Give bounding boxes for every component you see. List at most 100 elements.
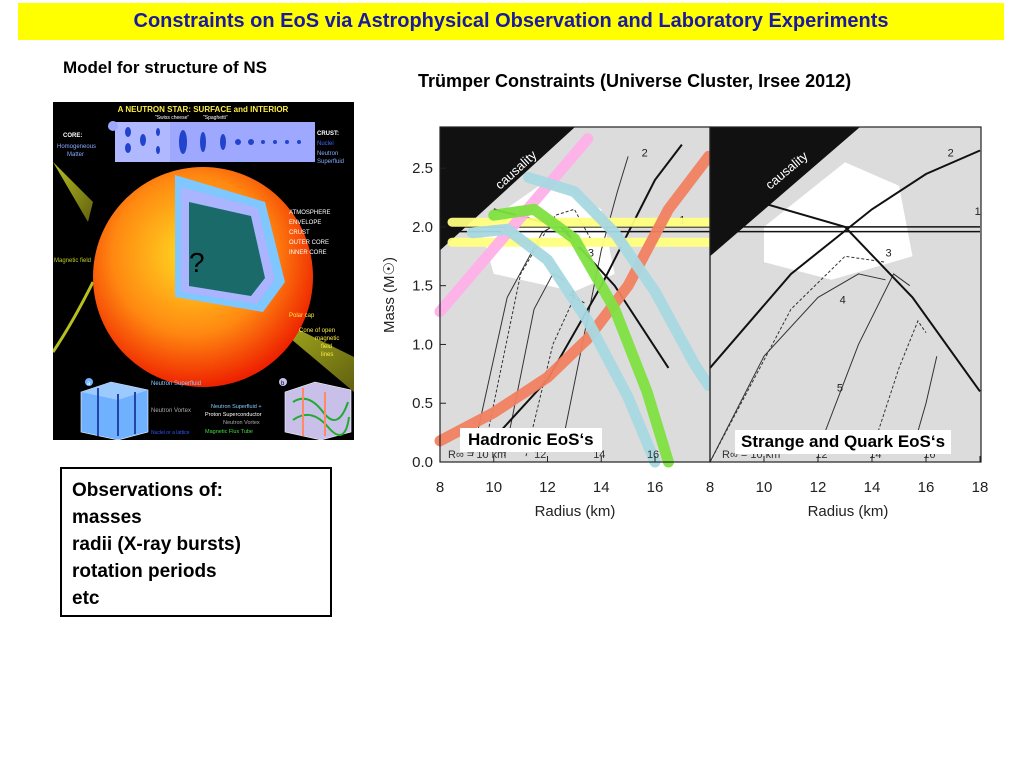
svg-text:Magnetic Flux Tube: Magnetic Flux Tube xyxy=(205,429,253,435)
y-tick-label: 2.5 xyxy=(412,160,433,177)
core-desc2: Matter xyxy=(67,152,84,158)
svg-text:ENVELOPE: ENVELOPE xyxy=(289,220,321,226)
crust-nuclei xyxy=(125,127,301,154)
x-tick-label-right: 8 xyxy=(706,479,714,496)
region-label-right: 5 xyxy=(837,382,843,394)
bound-line-right-2 xyxy=(763,202,981,393)
core-label: CORE: xyxy=(63,133,82,139)
causality-region-left xyxy=(440,127,575,251)
constraint-green xyxy=(488,203,674,468)
constraint-pink xyxy=(434,133,594,318)
eos-curve-right xyxy=(709,273,886,463)
spaghetti-label: "Spaghetti" xyxy=(203,115,228,121)
constraint-salmon xyxy=(434,150,715,447)
chart-axes: 0.00.51.01.52.02.58 10 12 14 16 8 10 12 14 16 18Ra… xyxy=(381,126,989,520)
svg-text:Proton Superconductor: Proton Superconductor xyxy=(205,412,262,418)
obs-line-masses: masses xyxy=(72,507,142,528)
region-label-right: 2 xyxy=(948,147,954,159)
page-title: Constraints on EoS via Astrophysical Obs… xyxy=(133,10,889,32)
fig-heading: A NEUTRON STAR: SURFACE and INTERIOR xyxy=(118,105,289,114)
svg-text:ATMOSPHERE: ATMOSPHERE xyxy=(289,210,331,216)
x-tick-label-right: 12 xyxy=(810,479,827,496)
obs-line-etc: etc xyxy=(72,588,100,609)
x-tick-label-left: 16 xyxy=(647,479,664,496)
obs-line-rotation: rotation periods xyxy=(72,561,217,582)
svg-text:a: a xyxy=(87,381,91,387)
field-line-left xyxy=(53,281,95,353)
r-inf-tick-left: 14 xyxy=(593,449,605,461)
causality-region-right xyxy=(710,127,860,257)
svg-text:Cone of open: Cone of open xyxy=(299,328,335,334)
cube-a-label1: Neutron Superfluid xyxy=(151,381,201,387)
y-tick-label: 0.0 xyxy=(412,454,433,471)
region-label-right: 4 xyxy=(840,294,846,306)
cube-a-label3: Nuclei or a lattice xyxy=(151,430,190,436)
x-tick-label-right: 18 xyxy=(972,479,989,496)
crust-desc3: Superfluid xyxy=(317,159,344,165)
svg-text:OUTER CORE: OUTER CORE xyxy=(289,240,329,246)
magnetic-field-label: Magnetic field xyxy=(54,258,91,264)
eos-curve-right xyxy=(709,255,886,463)
r-inf-label-left: R∞ = 10 km xyxy=(448,449,506,461)
cube-b-labels: Neutron Superfluid + Proton Superconduct… xyxy=(205,404,262,435)
region-label-right: 3 xyxy=(886,247,892,259)
svg-text:magnetic: magnetic xyxy=(315,336,339,342)
layer-labels: ATMOSPHERE ENVELOPE CRUST OUTER CORE INN… xyxy=(289,210,331,256)
y-tick-label: 0.5 xyxy=(412,395,433,412)
title-banner: Constraints on EoS via Astrophysical Obs… xyxy=(18,3,1004,40)
crust-desc1: Nuclei xyxy=(317,141,334,147)
svg-text:field: field xyxy=(321,344,332,350)
core-question: ? xyxy=(189,247,205,278)
eos-curve-right xyxy=(871,319,927,451)
observations-box: Observations of: masses radii (X-ray bur… xyxy=(60,467,332,617)
region-label-left: 2 xyxy=(642,147,648,159)
region-label-right: 1 xyxy=(975,206,981,218)
cube-a-label2: Neutron Vortex xyxy=(151,408,191,414)
cone-labels: Cone of open magnetic field lines xyxy=(299,328,339,358)
x-axis-label-left: Radius (km) xyxy=(535,503,616,520)
swiss-label: "Swiss cheese" xyxy=(155,115,189,121)
region-label-left: 3 xyxy=(588,247,594,259)
y-tick-label: 1.5 xyxy=(412,278,433,295)
cube-b: b xyxy=(279,378,352,440)
r-inf-tick-left: 16 xyxy=(647,449,659,461)
cone-upper xyxy=(53,162,93,222)
obs-line-radii: radii (X-ray bursts) xyxy=(72,534,241,555)
svg-text:CRUST: CRUST xyxy=(289,230,310,236)
obs-line-heading: Observations of: xyxy=(72,480,223,501)
x-tick-label-left: 12 xyxy=(539,479,556,496)
core-desc1: Homogeneous xyxy=(57,144,96,150)
neutron-star-svg: A NEUTRON STAR: SURFACE and INTERIOR "Sw… xyxy=(53,105,354,440)
x-tick-label-left: 10 xyxy=(485,479,502,496)
x-axis-label-right: Radius (km) xyxy=(808,503,889,520)
constraint-lightblue1 xyxy=(466,223,661,468)
ns-model-title: Model for structure of NS xyxy=(63,58,268,77)
svg-text:Neutron Superfluid +: Neutron Superfluid + xyxy=(211,404,262,410)
panel-border-right xyxy=(709,126,982,463)
svg-text:b: b xyxy=(281,381,285,387)
svg-text:Neutron Vortex: Neutron Vortex xyxy=(223,420,260,426)
bound-line-right-1 xyxy=(709,149,981,369)
trumper-title: Trümper Constraints (Universe Cluster, I… xyxy=(418,71,852,91)
x-tick-label-right: 10 xyxy=(756,479,773,496)
svg-text:lines: lines xyxy=(321,352,333,358)
crust-desc2: Neutron xyxy=(317,151,338,157)
crust-label: CRUST: xyxy=(317,131,339,137)
cutaway-core xyxy=(189,202,265,296)
y-tick-label: 1.0 xyxy=(412,336,433,353)
eos-curve-right xyxy=(817,273,911,451)
allowed-region-right xyxy=(764,162,913,280)
y-axis-label: Mass (M☉) xyxy=(381,257,398,333)
x-tick-label-right: 16 xyxy=(918,479,935,496)
r-inf-tick-left: 12 xyxy=(534,449,546,461)
cube-a: a xyxy=(80,378,149,440)
hadronic-label: Hadronic EoS‘s xyxy=(460,428,602,452)
x-tick-label-right: 14 xyxy=(864,479,881,496)
x-tick-label-left: 14 xyxy=(593,479,610,496)
y-tick-label: 2.0 xyxy=(412,219,433,236)
x-tick-label-left: 8 xyxy=(436,479,444,496)
polar-cap-label: Polar cap xyxy=(289,313,315,319)
